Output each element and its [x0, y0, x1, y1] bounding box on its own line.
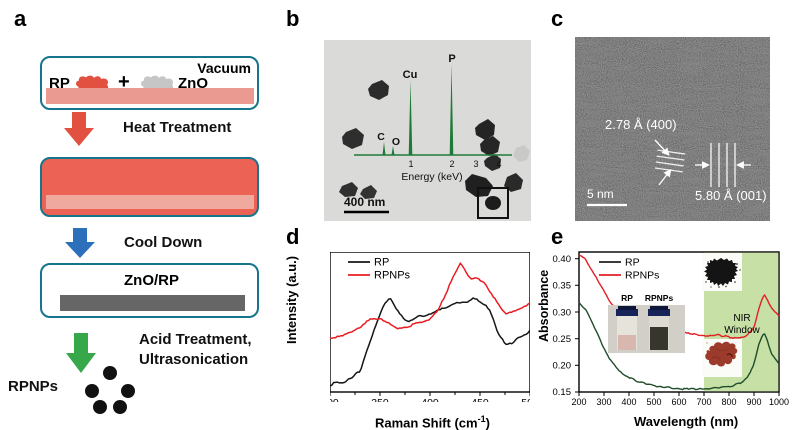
svg-text:500: 500 — [646, 397, 661, 407]
svg-text:300: 300 — [330, 397, 339, 402]
svg-text:600: 600 — [671, 397, 686, 407]
svg-text:4: 4 — [496, 159, 501, 169]
svg-text:2: 2 — [449, 159, 454, 169]
svg-text:900: 900 — [746, 397, 761, 407]
svg-text:0.20: 0.20 — [553, 361, 572, 372]
svg-text:3: 3 — [473, 159, 478, 169]
svg-text:500: 500 — [521, 397, 530, 402]
svg-text:RP: RP — [374, 257, 389, 269]
svg-text:400: 400 — [421, 397, 439, 402]
svg-text:400: 400 — [621, 397, 636, 407]
svg-text:800: 800 — [721, 397, 736, 407]
svg-text:5 nm: 5 nm — [587, 187, 614, 201]
svg-text:Window: Window — [724, 325, 760, 336]
svg-text:0.15: 0.15 — [553, 387, 572, 398]
svg-text:0.35: 0.35 — [553, 281, 572, 292]
svg-text:NIR: NIR — [733, 313, 750, 324]
svg-text:RP: RP — [621, 293, 633, 303]
svg-text:300: 300 — [596, 397, 611, 407]
svg-text:450: 450 — [471, 397, 489, 402]
svg-text:400 nm: 400 nm — [344, 195, 385, 209]
svg-text:RPNPs: RPNPs — [374, 270, 411, 282]
svg-text:0.30: 0.30 — [553, 307, 572, 318]
svg-text:700: 700 — [696, 397, 711, 407]
svg-text:RPNPs: RPNPs — [625, 270, 659, 282]
svg-text:1: 1 — [408, 159, 413, 169]
svg-text:O: O — [392, 136, 400, 148]
svg-text:RPNPs: RPNPs — [645, 293, 674, 303]
svg-text:Cu: Cu — [403, 69, 418, 81]
svg-text:1000: 1000 — [769, 397, 789, 407]
svg-text:Energy (keV): Energy (keV) — [401, 171, 462, 183]
svg-text:C: C — [377, 131, 385, 143]
svg-text:P: P — [448, 53, 455, 65]
svg-text:350: 350 — [371, 397, 389, 402]
svg-text:200: 200 — [571, 397, 586, 407]
svg-text:2.78 Å (400): 2.78 Å (400) — [605, 117, 677, 132]
svg-text:0.40: 0.40 — [553, 254, 572, 265]
svg-text:5.80 Å (001): 5.80 Å (001) — [695, 188, 767, 203]
svg-text:RP: RP — [625, 257, 640, 269]
svg-text:0.25: 0.25 — [553, 334, 572, 345]
